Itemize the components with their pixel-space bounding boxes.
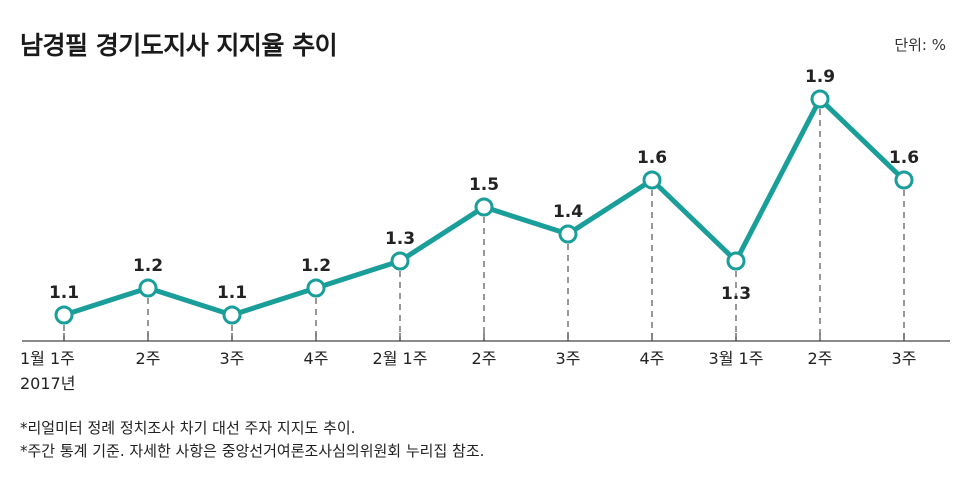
footnote-1: *리얼미터 정례 정치조사 차기 대선 주자 지지도 추이.	[20, 419, 356, 437]
data-point	[474, 197, 494, 217]
data-point	[390, 251, 410, 271]
x-tick-label: 2월 1주	[373, 349, 428, 368]
x-tick-label: 3주	[892, 349, 917, 368]
unit-label: 단위: %	[894, 36, 946, 54]
line-chart: 1.1 1.2 1.1 1.2 1.3 1.5 1.4 1.6 1.3 1.9 1.6 1월 1주 2…	[20, 67, 950, 393]
x-tick-label: 1월 1주	[20, 349, 75, 368]
data-point	[558, 224, 578, 244]
x-tick-label: 2주	[808, 349, 833, 368]
value-label: 1.1	[217, 283, 247, 303]
value-label: 1.6	[637, 148, 667, 168]
footnote-2: *주간 통계 기준. 자세한 사항은 중앙선거여론조사심의위원회 누리집 참조.	[20, 442, 485, 460]
value-label: 1.5	[469, 175, 499, 195]
x-tick-label: 4주	[304, 349, 329, 368]
x-tick-label: 4주	[640, 349, 665, 368]
value-label: 1.2	[133, 256, 163, 276]
chart-title: 남경필 경기도지사 지지율 추이	[20, 31, 338, 60]
value-label: 1.3	[721, 284, 751, 304]
year-label: 2017년	[20, 374, 75, 393]
data-point	[54, 305, 74, 325]
value-label: 1.6	[889, 148, 919, 168]
x-tick-label: 2주	[136, 349, 161, 368]
data-point	[306, 278, 326, 298]
data-point	[642, 170, 662, 190]
data-point	[138, 278, 158, 298]
x-tick-label: 3월 1주	[709, 349, 764, 368]
x-tick-label: 2주	[472, 349, 497, 368]
value-label: 1.3	[385, 229, 415, 249]
data-point	[726, 251, 746, 271]
value-label: 1.4	[553, 202, 583, 222]
value-label: 1.9	[805, 67, 835, 87]
data-point	[222, 305, 242, 325]
x-tick-label: 3주	[220, 349, 245, 368]
data-point	[810, 89, 830, 109]
value-label: 1.2	[301, 256, 331, 276]
value-label: 1.1	[49, 283, 79, 303]
data-point	[894, 170, 914, 190]
x-tick-label: 3주	[556, 349, 581, 368]
